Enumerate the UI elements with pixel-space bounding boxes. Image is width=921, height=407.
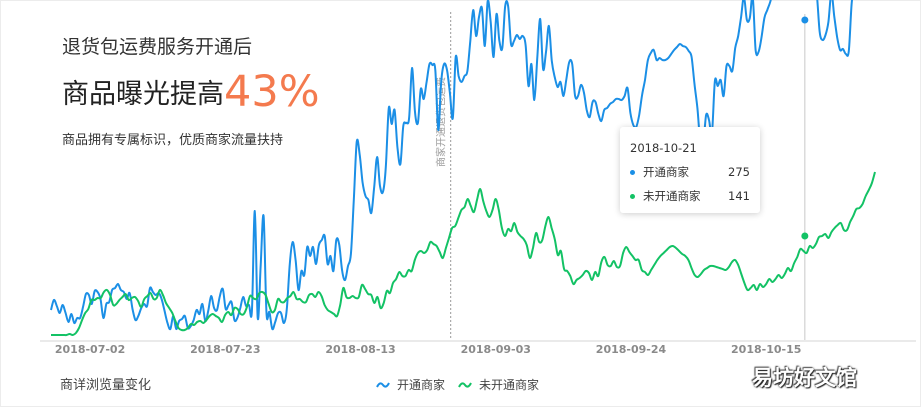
x-tick-label: 2018-10-15 — [731, 343, 801, 356]
tooltip-series-value: 141 — [728, 189, 750, 203]
legend-item-not-opened[interactable]: 未开通商家 — [458, 376, 539, 393]
series-dot-icon — [630, 193, 635, 199]
headline-top: 退货包运费服务开通后 — [62, 36, 253, 58]
legend-line-icon — [376, 381, 390, 388]
headline-percent: 43% — [224, 67, 320, 117]
tooltip-series-value: 275 — [728, 165, 750, 179]
tooltip-series-name: 开通商家 — [643, 165, 689, 179]
tooltip-series-name: 未开通商家 — [643, 189, 701, 203]
tooltip-row-not-opened: 未开通商家 141 — [630, 188, 750, 204]
x-tick-label: 2018-09-03 — [461, 343, 531, 356]
x-tick-label: 2018-09-24 — [596, 343, 667, 356]
legend-line-icon — [458, 381, 472, 388]
watermark: 易坊好文馆 — [752, 366, 857, 390]
series-dot-icon — [630, 169, 635, 175]
legend-label: 未开通商家 — [479, 378, 540, 392]
tooltip-date: 2018-10-21 — [630, 141, 697, 155]
chart-plot: 2018-07-02 2018-07-23 2018-08-13 2018-09-03… — [40, 0, 916, 356]
x-tick-label: 2018-07-02 — [55, 343, 125, 356]
x-tick-label: 2018-07-23 — [190, 343, 260, 356]
series-line-not-opened — [51, 171, 876, 337]
headline-sub: 商品拥有专属标识，优质商家流量扶持 — [62, 133, 284, 148]
x-tick-label: 2018-08-13 — [325, 343, 395, 356]
legend-item-opened[interactable]: 开通商家 — [376, 376, 445, 393]
highlight-point-opened — [801, 16, 809, 24]
headline-main-text: 商品曝光提高 — [62, 79, 224, 110]
headline-main: 商品曝光提高43% — [62, 70, 320, 117]
chart-tooltip: 2018-10-21 开通商家 275 未开通商家 141 — [620, 127, 760, 213]
highlight-point-not-opened — [801, 232, 809, 240]
annotation-label: 商家开通退货包运费 — [435, 77, 448, 167]
footer-title: 商详浏览量变化 — [60, 378, 152, 393]
legend-label: 开通商家 — [397, 378, 446, 392]
series-line-opened — [50, 0, 854, 331]
tooltip-row-opened: 开通商家 275 — [630, 164, 750, 180]
